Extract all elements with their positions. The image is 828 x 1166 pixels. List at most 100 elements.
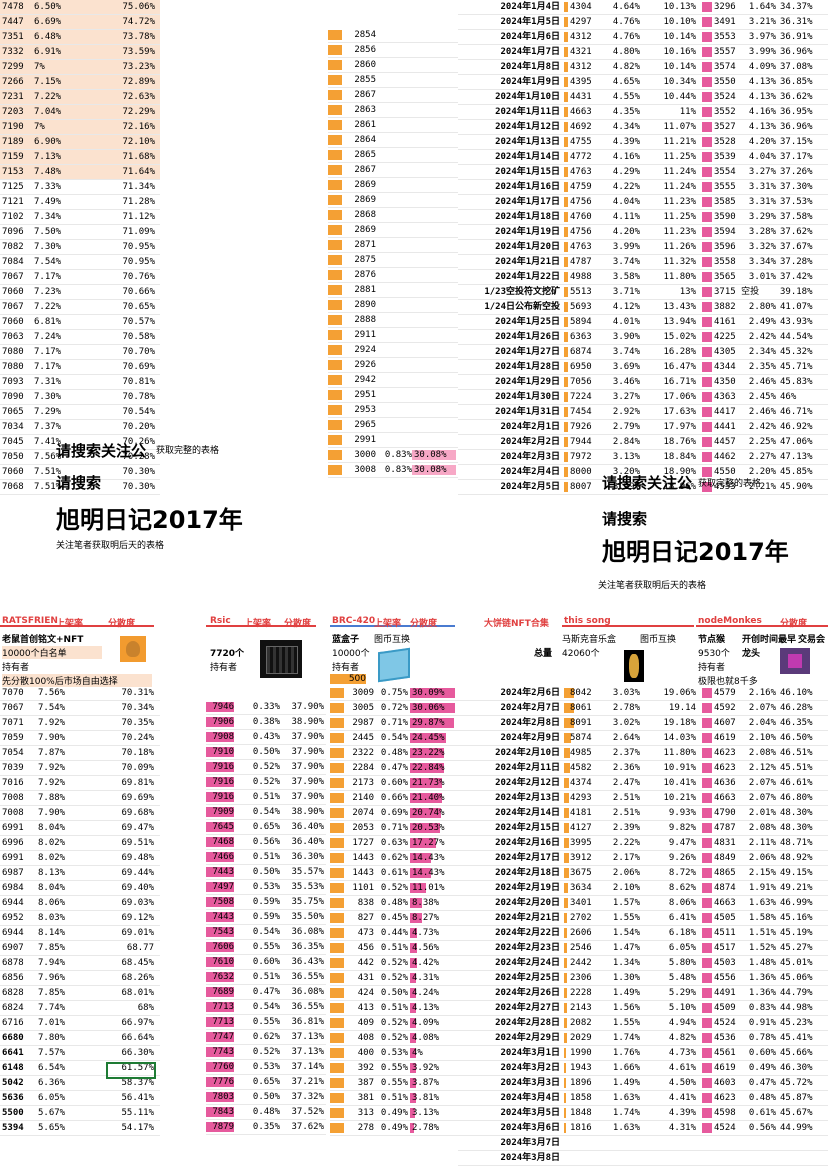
supply-cell[interactable]: 7478 bbox=[2, 2, 24, 12]
count-cell[interactable]: 1896 bbox=[570, 1078, 592, 1088]
dispersion-cell[interactable]: 37.13% bbox=[291, 1032, 324, 1042]
count-cell[interactable]: 3000 bbox=[354, 450, 376, 460]
rate-cell[interactable]: 0.55% bbox=[252, 942, 280, 952]
dispersion-cell[interactable]: 68.77 bbox=[126, 943, 154, 953]
date-cell[interactable]: 2024年1月18日 bbox=[495, 212, 560, 222]
rate-cell[interactable]: 1.74% bbox=[612, 1033, 640, 1043]
dispersion2-cell[interactable]: 36.95% bbox=[780, 107, 813, 117]
holder-cell[interactable]: 4517 bbox=[714, 943, 736, 953]
dispersion2-cell[interactable]: 45.19% bbox=[780, 928, 813, 938]
dispersion-cell[interactable] bbox=[414, 283, 456, 297]
dispersion2-cell[interactable]: 39.18% bbox=[780, 287, 813, 297]
count-cell[interactable]: 2991 bbox=[354, 435, 376, 445]
dispersion-cell[interactable]: 30.06% bbox=[412, 703, 445, 713]
dispersion2-cell[interactable]: 46.10% bbox=[780, 688, 813, 698]
rate2-cell[interactable]: 2.21% bbox=[748, 482, 776, 492]
dispersion-cell[interactable]: 10.44% bbox=[663, 92, 696, 102]
rate-cell[interactable]: 4.22% bbox=[612, 182, 640, 192]
holder-cell[interactable]: 4511 bbox=[714, 928, 736, 938]
supply-cell[interactable]: 6824 bbox=[2, 1003, 24, 1013]
count-cell[interactable]: 1816 bbox=[570, 1123, 592, 1133]
count-cell[interactable]: 2875 bbox=[354, 255, 376, 265]
rate-cell[interactable]: 0.55% bbox=[380, 1063, 408, 1073]
holder-cell[interactable]: 4305 bbox=[714, 347, 736, 357]
supply-cell[interactable]: 7060 bbox=[2, 317, 24, 327]
count-cell[interactable]: 1943 bbox=[570, 1063, 592, 1073]
listing-rate-cell[interactable]: 8.02% bbox=[38, 853, 66, 863]
dispersion2-cell[interactable]: 49.15% bbox=[780, 868, 813, 878]
rate2-cell[interactable]: 4.13% bbox=[748, 92, 776, 102]
count-cell[interactable]: 7910 bbox=[212, 747, 234, 757]
count-cell[interactable]: 2890 bbox=[354, 300, 376, 310]
dispersion-cell[interactable]: 70.57% bbox=[122, 317, 155, 327]
count-cell[interactable]: 4431 bbox=[570, 92, 592, 102]
rate-cell[interactable]: 0.65% bbox=[252, 1077, 280, 1087]
rate-cell[interactable]: 0.83% bbox=[384, 450, 412, 460]
dispersion-cell[interactable]: 11.24% bbox=[663, 167, 696, 177]
listing-rate-cell[interactable]: 7.15% bbox=[34, 77, 62, 87]
dispersion2-cell[interactable]: 48.92% bbox=[780, 853, 813, 863]
listing-rate-cell[interactable]: 7.90% bbox=[38, 808, 66, 818]
rate-cell[interactable]: 0.71% bbox=[380, 718, 408, 728]
rate-cell[interactable]: 3.74% bbox=[612, 347, 640, 357]
supply-cell[interactable]: 6952 bbox=[2, 913, 24, 923]
supply-cell[interactable]: 6148 bbox=[2, 1063, 24, 1073]
date-cell[interactable]: 2024年2月29日 bbox=[495, 1033, 560, 1043]
date-cell[interactable]: 2024年1月30日 bbox=[495, 392, 560, 402]
dispersion2-cell[interactable]: 45.32% bbox=[780, 347, 813, 357]
dispersion-cell[interactable]: 36.35% bbox=[291, 942, 324, 952]
dispersion-cell[interactable] bbox=[414, 358, 456, 372]
dispersion-cell[interactable] bbox=[644, 1151, 696, 1165]
supply-cell[interactable]: 7080 bbox=[2, 362, 24, 372]
count-cell[interactable]: 4756 bbox=[570, 197, 592, 207]
count-cell[interactable]: 2888 bbox=[354, 315, 376, 325]
rate-cell[interactable] bbox=[380, 103, 412, 117]
supply-cell[interactable]: 6878 bbox=[2, 958, 24, 968]
dispersion-cell[interactable]: 11.80% bbox=[663, 272, 696, 282]
rate-cell[interactable]: 2.84% bbox=[612, 437, 640, 447]
count-cell[interactable]: 4763 bbox=[570, 167, 592, 177]
rate-cell[interactable]: 0.49% bbox=[380, 1123, 408, 1133]
dispersion-cell[interactable] bbox=[414, 133, 456, 147]
supply-cell[interactable]: 6944 bbox=[2, 928, 24, 938]
dispersion-cell[interactable] bbox=[414, 223, 456, 237]
dispersion-cell[interactable]: 4.08% bbox=[412, 1033, 440, 1043]
rate-cell[interactable] bbox=[380, 358, 412, 372]
date-cell[interactable]: 2024年1月16日 bbox=[495, 182, 560, 192]
dispersion-cell[interactable]: 70.24% bbox=[121, 733, 154, 743]
dispersion2-cell[interactable]: 48.30% bbox=[780, 823, 813, 833]
count-cell[interactable]: 7056 bbox=[570, 377, 592, 387]
dispersion-cell[interactable]: 10.16% bbox=[663, 47, 696, 57]
rate-cell[interactable]: 4.01% bbox=[612, 317, 640, 327]
rate-cell[interactable] bbox=[380, 118, 412, 132]
rate2-cell[interactable]: 0.49% bbox=[748, 1063, 776, 1073]
rate-cell[interactable]: 2.47% bbox=[612, 778, 640, 788]
dispersion2-cell[interactable]: 37.62% bbox=[780, 227, 813, 237]
count-cell[interactable]: 4763 bbox=[570, 242, 592, 252]
count-cell[interactable]: 7906 bbox=[212, 717, 234, 727]
supply-cell[interactable]: 7084 bbox=[2, 257, 24, 267]
listing-rate-cell[interactable]: 6.81% bbox=[34, 317, 62, 327]
listing-rate-cell[interactable]: 7.54% bbox=[34, 257, 62, 267]
dispersion-cell[interactable]: 38.90% bbox=[291, 807, 324, 817]
count-cell[interactable]: 278 bbox=[357, 1123, 374, 1133]
dispersion-cell[interactable] bbox=[414, 298, 456, 312]
dispersion2-cell[interactable]: 45.16% bbox=[780, 913, 813, 923]
rate2-cell[interactable]: 1.36% bbox=[748, 988, 776, 998]
rate2-cell[interactable]: 4.13% bbox=[748, 122, 776, 132]
supply-cell[interactable]: 7090 bbox=[2, 392, 24, 402]
count-cell[interactable]: 7468 bbox=[212, 837, 234, 847]
dispersion-cell[interactable]: 36.55% bbox=[291, 972, 324, 982]
dispersion-cell[interactable]: 69.40% bbox=[121, 883, 154, 893]
holder-cell[interactable]: 4636 bbox=[714, 778, 736, 788]
listing-rate-cell[interactable]: 7.94% bbox=[38, 958, 66, 968]
count-cell[interactable]: 7776 bbox=[212, 1077, 234, 1087]
dispersion2-cell[interactable]: 46.71% bbox=[780, 407, 813, 417]
holder-cell[interactable]: 3296 bbox=[714, 2, 736, 12]
dispersion2-cell[interactable]: 45.27% bbox=[780, 943, 813, 953]
rate-cell[interactable]: 0.44% bbox=[380, 928, 408, 938]
dispersion-cell[interactable]: 70.20% bbox=[122, 422, 155, 432]
dispersion-cell[interactable]: 55.11% bbox=[121, 1108, 154, 1118]
selected-cell[interactable] bbox=[106, 1062, 156, 1079]
dispersion-cell[interactable]: 4.50% bbox=[668, 1078, 696, 1088]
